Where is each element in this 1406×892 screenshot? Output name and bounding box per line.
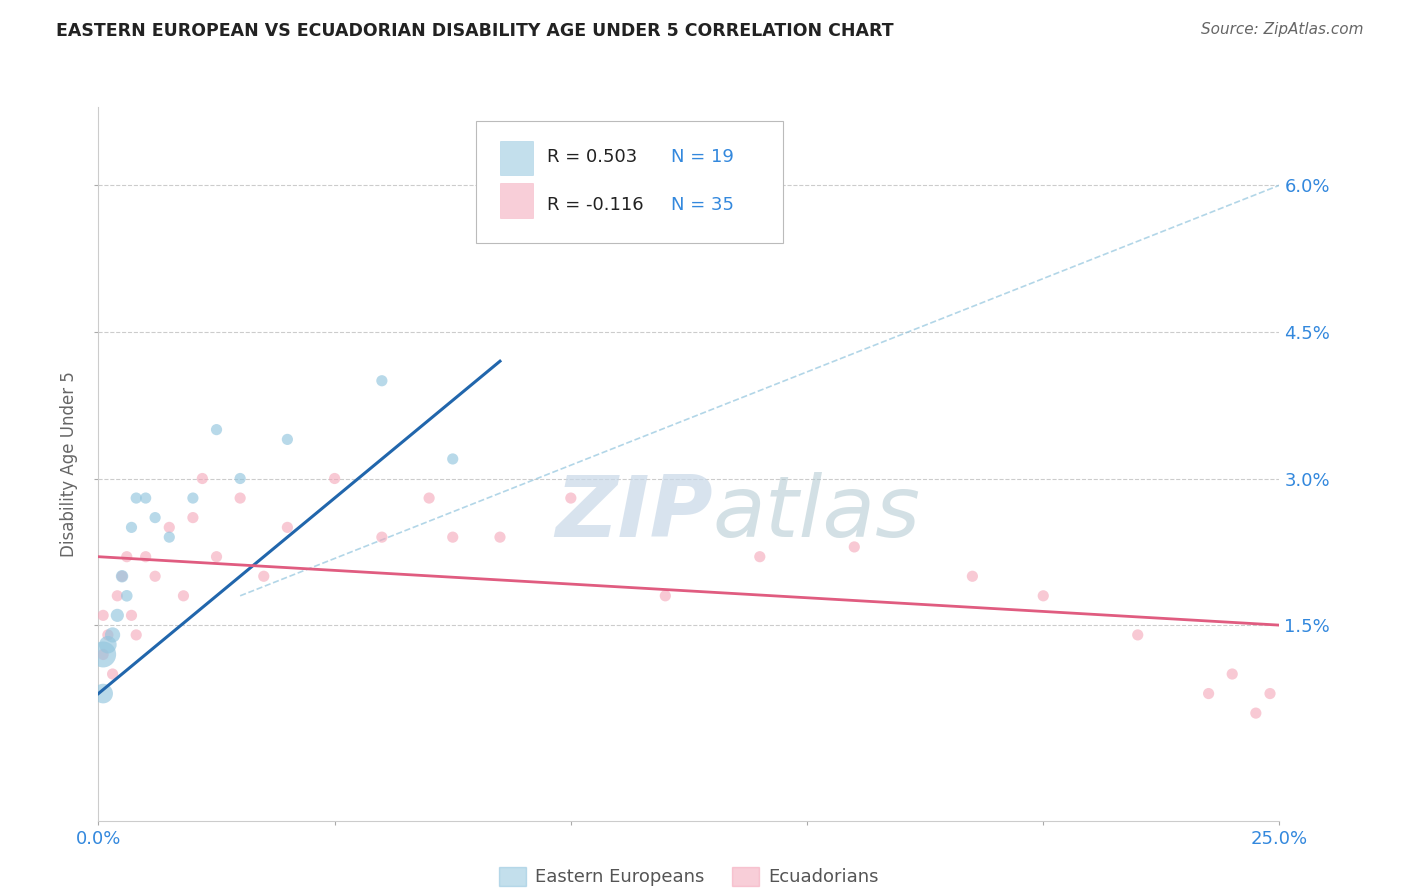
- Text: Source: ZipAtlas.com: Source: ZipAtlas.com: [1201, 22, 1364, 37]
- Point: [276, 433, 298, 447]
- Text: R = 0.503: R = 0.503: [547, 148, 637, 166]
- Point: [101, 628, 124, 642]
- Point: [205, 423, 228, 437]
- Point: [441, 530, 464, 544]
- Point: [191, 471, 214, 485]
- Point: [205, 549, 228, 564]
- Point: [91, 648, 114, 662]
- Point: [1198, 687, 1220, 701]
- Point: [97, 638, 120, 652]
- Point: [101, 667, 124, 681]
- Text: EASTERN EUROPEAN VS ECUADORIAN DISABILITY AGE UNDER 5 CORRELATION CHART: EASTERN EUROPEAN VS ECUADORIAN DISABILIT…: [56, 22, 894, 40]
- Legend: Eastern Europeans, Ecuadorians: Eastern Europeans, Ecuadorians: [492, 860, 886, 892]
- Point: [654, 589, 676, 603]
- Point: [560, 491, 582, 505]
- Text: atlas: atlas: [713, 472, 921, 556]
- FancyBboxPatch shape: [501, 184, 533, 218]
- Point: [97, 628, 120, 642]
- Point: [115, 589, 138, 603]
- Point: [441, 452, 464, 467]
- Point: [181, 510, 204, 524]
- Point: [105, 589, 128, 603]
- Point: [135, 549, 157, 564]
- Point: [1032, 589, 1054, 603]
- Point: [111, 569, 134, 583]
- Point: [418, 491, 440, 505]
- Text: R = -0.116: R = -0.116: [547, 196, 644, 214]
- Point: [115, 549, 138, 564]
- Point: [121, 608, 143, 623]
- Point: [962, 569, 984, 583]
- Point: [1220, 667, 1243, 681]
- Point: [157, 520, 180, 534]
- Text: N = 35: N = 35: [671, 196, 734, 214]
- Point: [1258, 687, 1281, 701]
- Text: ZIP: ZIP: [555, 472, 713, 556]
- Point: [371, 530, 394, 544]
- Point: [748, 549, 770, 564]
- Point: [111, 569, 134, 583]
- Point: [1126, 628, 1149, 642]
- Point: [844, 540, 866, 554]
- Point: [105, 608, 128, 623]
- Point: [91, 608, 114, 623]
- Point: [253, 569, 276, 583]
- Point: [181, 491, 204, 505]
- Point: [229, 471, 252, 485]
- Text: N = 19: N = 19: [671, 148, 734, 166]
- Point: [489, 530, 512, 544]
- Point: [323, 471, 346, 485]
- Point: [135, 491, 157, 505]
- Point: [229, 491, 252, 505]
- FancyBboxPatch shape: [501, 141, 533, 175]
- Point: [371, 374, 394, 388]
- Point: [125, 491, 148, 505]
- Y-axis label: Disability Age Under 5: Disability Age Under 5: [60, 371, 79, 557]
- Point: [276, 520, 298, 534]
- FancyBboxPatch shape: [477, 121, 783, 243]
- Point: [121, 520, 143, 534]
- Point: [172, 589, 194, 603]
- Point: [125, 628, 148, 642]
- Point: [91, 648, 114, 662]
- Point: [702, 169, 724, 183]
- Point: [91, 687, 114, 701]
- Point: [1244, 706, 1267, 720]
- Point: [143, 510, 166, 524]
- Point: [143, 569, 166, 583]
- Point: [157, 530, 180, 544]
